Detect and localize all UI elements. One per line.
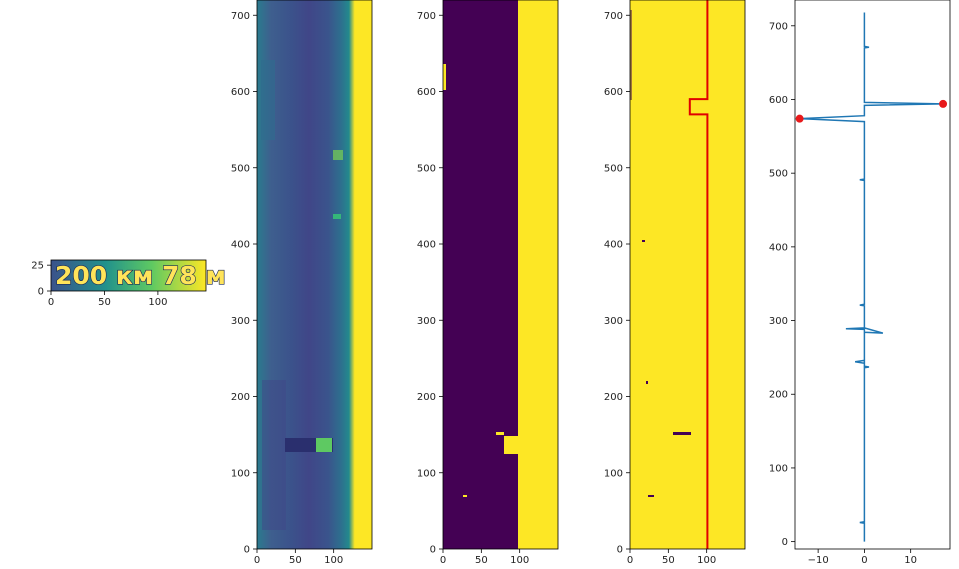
y-tick-label: 0 — [38, 287, 44, 298]
binary-axes: 0 50 100 0 100 200 300 400 500 600 700 — [417, 11, 529, 566]
grayscale-shadow — [262, 380, 286, 530]
y-tick-label: 200 — [417, 392, 436, 403]
x-tick-label: 50 — [289, 555, 302, 566]
y-tick-label: 200 — [769, 390, 788, 401]
y-tick-label: 600 — [417, 87, 436, 98]
grayscale-panel: 0 50 100 0 100 200 300 400 500 600 700 — [231, 0, 373, 566]
y-tick-label: 200 — [231, 392, 250, 403]
profile-series-line — [799, 12, 944, 542]
grayscale-shadow — [261, 60, 275, 140]
edges-speck — [646, 381, 648, 384]
y-tick-label: 700 — [417, 11, 436, 22]
y-tick-label: 400 — [769, 242, 788, 253]
grayscale-speck — [333, 214, 341, 219]
grayscale-speck — [333, 150, 343, 160]
y-tick-label: 500 — [769, 169, 788, 180]
y-tick-label: 0 — [244, 545, 250, 556]
binary-step — [504, 436, 518, 454]
x-tick-label: 10 — [904, 555, 917, 566]
x-tick-label: 0 — [861, 555, 867, 566]
crop-image — [51, 260, 206, 291]
y-tick-label: 100 — [231, 468, 250, 479]
x-tick-label: 0 — [48, 297, 54, 308]
y-tick-label: 100 — [769, 463, 788, 474]
grayscale-image — [257, 0, 372, 549]
binary-speck — [496, 432, 504, 435]
y-tick-label: 600 — [231, 87, 250, 98]
edges-image — [630, 0, 745, 549]
edges-speck — [642, 240, 645, 242]
y-tick-label: 600 — [769, 95, 788, 106]
y-tick-label: 200 — [604, 392, 623, 403]
y-tick-label: 100 — [604, 468, 623, 479]
grayscale-frame — [256, 0, 373, 550]
y-tick-label: 300 — [417, 316, 436, 327]
edges-speck — [673, 432, 691, 435]
y-tick-label: 500 — [231, 163, 250, 174]
y-tick-label: 400 — [417, 240, 436, 251]
binary-frame — [442, 0, 559, 550]
grayscale-step-light — [316, 438, 332, 452]
edges-axes: 0 50 100 0 100 200 300 400 500 600 700 — [604, 11, 716, 566]
edges-speck — [648, 495, 654, 497]
y-tick-label: 100 — [417, 468, 436, 479]
y-tick-label: 300 — [769, 316, 788, 327]
x-tick-label: 0 — [440, 555, 446, 566]
profile-marker-point — [795, 114, 804, 123]
x-tick-label: 100 — [510, 555, 529, 566]
y-tick-label: 300 — [231, 316, 250, 327]
y-tick-label: 700 — [604, 11, 623, 22]
binary-dark-region — [443, 0, 518, 549]
y-tick-label: 0 — [430, 545, 436, 556]
y-tick-label: 400 — [604, 240, 623, 251]
x-tick-label: 100 — [324, 555, 343, 566]
binary-speck — [463, 495, 467, 497]
x-tick-label: −10 — [808, 555, 829, 566]
grayscale-axes: 0 50 100 0 100 200 300 400 500 600 700 — [231, 11, 343, 566]
y-tick-label: 400 — [231, 240, 250, 251]
y-tick-label: 600 — [604, 87, 623, 98]
edges-panel: 0 50 100 0 100 200 300 400 500 600 700 — [604, 0, 746, 566]
crop-axes: 0 50 100 0 25 — [31, 261, 167, 308]
edges-contour — [688, 0, 709, 549]
y-tick-label: 300 — [604, 316, 623, 327]
crop-frame — [50, 259, 207, 292]
binary-speck — [443, 64, 446, 90]
edges-speck — [630, 10, 632, 100]
y-tick-label: 25 — [31, 261, 44, 272]
y-tick-label: 500 — [417, 163, 436, 174]
y-tick-label: 0 — [782, 537, 788, 548]
profile-frame — [794, 0, 951, 550]
y-tick-label: 700 — [231, 11, 250, 22]
x-tick-label: 100 — [697, 555, 716, 566]
edges-frame — [629, 0, 746, 550]
y-tick-label: 500 — [604, 163, 623, 174]
crop-panel: 200 км 78 м 0 50 100 0 25 — [31, 259, 227, 308]
binary-panel: 0 50 100 0 100 200 300 400 500 600 700 — [417, 0, 559, 566]
profile-markers — [795, 99, 948, 123]
x-tick-label: 0 — [627, 555, 633, 566]
x-tick-label: 50 — [662, 555, 675, 566]
y-tick-label: 700 — [769, 21, 788, 32]
x-tick-label: 50 — [98, 297, 111, 308]
x-tick-label: 0 — [254, 555, 260, 566]
profile-marker-point — [939, 99, 948, 108]
x-tick-label: 100 — [148, 297, 167, 308]
profile-background — [795, 0, 950, 549]
x-tick-label: 50 — [475, 555, 488, 566]
y-tick-label: 0 — [617, 545, 623, 556]
crop-embedded-text: 200 км 78 м — [55, 261, 226, 290]
